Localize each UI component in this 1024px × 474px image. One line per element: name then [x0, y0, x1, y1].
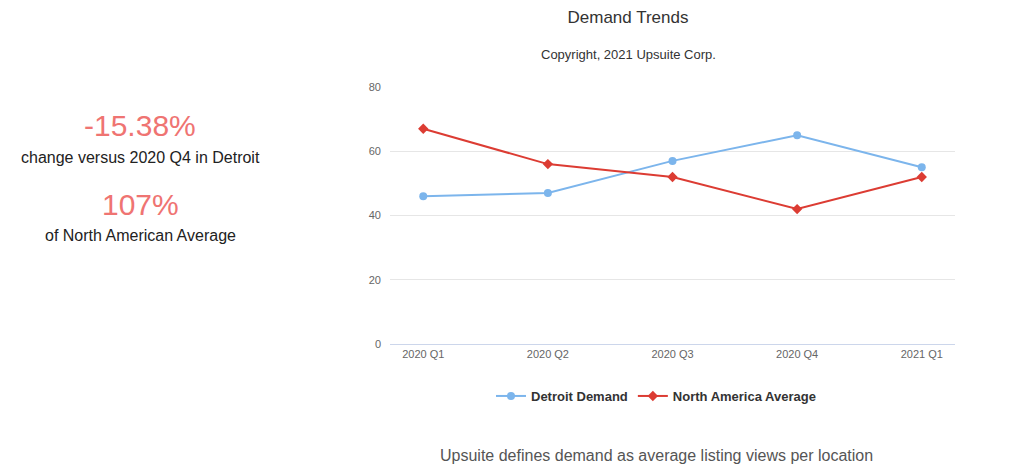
svg-text:20: 20 — [369, 274, 381, 286]
svg-text:40: 40 — [369, 209, 381, 221]
svg-text:-15.38%: -15.38% — [84, 109, 196, 142]
svg-text:Detroit Demand: Detroit Demand — [531, 389, 628, 404]
svg-text:2021 Q1: 2021 Q1 — [901, 348, 943, 360]
svg-text:change versus 2020 Q4 in Detro: change versus 2020 Q4 in Detroit — [21, 149, 260, 166]
svg-text:2020 Q4: 2020 Q4 — [776, 348, 818, 360]
svg-text:2020 Q3: 2020 Q3 — [651, 348, 693, 360]
svg-text:107%: 107% — [102, 188, 179, 221]
svg-text:0: 0 — [375, 338, 381, 350]
svg-text:North America Average: North America Average — [673, 389, 816, 404]
svg-text:Copyright, 2021 Upsuite Corp.: Copyright, 2021 Upsuite Corp. — [541, 47, 716, 62]
svg-text:Upsuite defines demand as aver: Upsuite defines demand as average listin… — [440, 447, 873, 464]
svg-text:80: 80 — [369, 81, 381, 93]
svg-text:2020 Q2: 2020 Q2 — [527, 348, 569, 360]
svg-text:60: 60 — [369, 145, 381, 157]
svg-text:2020 Q1: 2020 Q1 — [402, 348, 444, 360]
svg-text:of North American Average: of North American Average — [45, 227, 236, 244]
svg-text:Demand Trends: Demand Trends — [568, 8, 689, 27]
